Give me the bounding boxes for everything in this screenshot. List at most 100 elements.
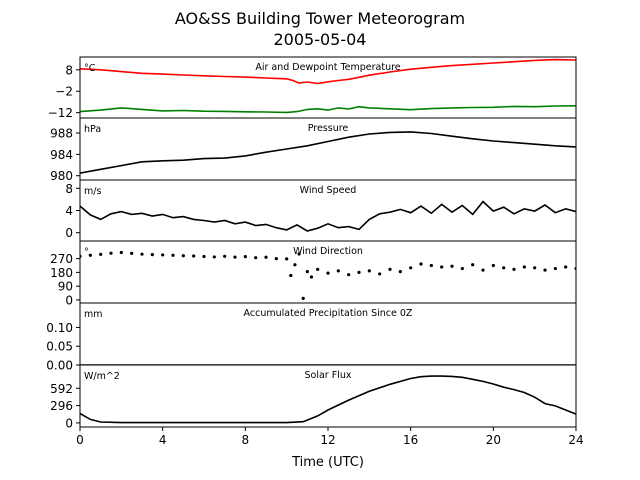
panel-4-point-20 xyxy=(285,257,289,261)
panel-4-point-5 xyxy=(130,251,134,255)
panel-4-point-43 xyxy=(481,268,485,272)
figure-title-line2: 2005-05-04 xyxy=(274,30,367,49)
panel-4-point-25 xyxy=(305,270,309,274)
panel-4-point-40 xyxy=(450,264,454,268)
panel-4-point-11 xyxy=(192,254,196,258)
panel-4-point-31 xyxy=(357,270,361,274)
panel-4-point-37 xyxy=(419,262,423,266)
panel-6-unit-label: W/m^2 xyxy=(84,371,120,382)
panel-3-unit-label: m/s xyxy=(84,186,101,197)
panel-4-point-35 xyxy=(398,270,402,274)
panel-4-point-2 xyxy=(99,252,103,256)
panel-4-point-41 xyxy=(460,266,464,271)
panel-3-series-line-1 xyxy=(80,200,576,232)
panel-6-ytick-label-2: 0 xyxy=(65,416,73,430)
panel-2-title: Pressure xyxy=(308,123,349,134)
panel-5-title: Accumulated Precipitation Since 0Z xyxy=(244,308,413,319)
panel-4-point-27 xyxy=(316,267,320,271)
panel-4-ytick-label-0: 270 xyxy=(50,252,73,266)
panel-4-point-45 xyxy=(502,266,506,270)
panel-1: 8 −2 −12 °C Air and Dewpoint Temperature xyxy=(48,56,577,120)
figure-title-line1: AO&SS Building Tower Meteorogram xyxy=(175,9,465,28)
panel-4-point-7 xyxy=(150,253,154,257)
panel-4-point-26 xyxy=(309,275,314,279)
panel-6: 592 296 0 W/m^2 Solar Flux xyxy=(50,364,577,431)
panel-2-ytick-label-1: 984 xyxy=(50,148,73,162)
panel-4-ytick-label-1: 180 xyxy=(50,266,73,280)
panel-4-point-48 xyxy=(533,266,537,270)
panel-4-point-33 xyxy=(378,272,382,276)
panel-4-point-29 xyxy=(336,269,340,273)
panel-6-series-line-1 xyxy=(80,375,576,424)
panel-3-ytick-label-1: 4 xyxy=(65,204,73,218)
panel-1-series-line-2 xyxy=(80,105,576,114)
panel-2-series-line-1 xyxy=(80,131,576,174)
panel-4-point-22 xyxy=(293,263,297,267)
panel-1-ytick-label-2: −12 xyxy=(48,106,73,120)
panel-4-point-16 xyxy=(243,255,247,259)
panel-3-data xyxy=(80,200,576,232)
panel-4-title: Wind Direction xyxy=(293,246,363,257)
x-tick-label-3: 12 xyxy=(320,433,335,447)
panel-4-point-24 xyxy=(301,296,305,301)
panel-4-point-4 xyxy=(119,250,123,255)
panel-1-ytick-label-1: −2 xyxy=(55,85,73,99)
panel-5-ytick-label-1: 0.05 xyxy=(46,340,73,354)
panel-6-title: Solar Flux xyxy=(305,370,352,381)
panel-4-point-6 xyxy=(140,252,144,256)
panel-4-point-50 xyxy=(553,266,557,271)
panel-3-ytick-label-2: 0 xyxy=(65,226,73,240)
panel-4-point-28 xyxy=(326,271,330,275)
panel-2-data xyxy=(80,131,576,174)
x-tick-label-0: 0 xyxy=(76,433,84,447)
panel-4-point-14 xyxy=(223,254,227,258)
panel-4-point-19 xyxy=(274,257,278,261)
panel-4-point-18 xyxy=(264,255,268,259)
panel-4-point-12 xyxy=(202,254,206,259)
panel-4-point-42 xyxy=(471,263,475,267)
x-tick-label-4: 16 xyxy=(403,433,418,447)
panel-4-unit-label: ° xyxy=(84,247,89,258)
panels-group: 8−2−12°C Air and Dewpoint Temperature9889… xyxy=(46,56,577,431)
panel-2-unit-label: hPa xyxy=(84,124,101,135)
panel-1-series-line-1 xyxy=(80,58,576,85)
panel-3: 8 4 0 m/s Wind Speed xyxy=(65,179,577,242)
panel-4-point-23 xyxy=(297,252,301,256)
panel-4-point-15 xyxy=(233,255,237,259)
panel-5-ytick-label-0: 0.10 xyxy=(46,321,73,335)
x-axis-label: Time (UTC) xyxy=(291,455,364,470)
panel-4-ytick-label-3: 0 xyxy=(65,293,73,307)
panel-5-unit-label: mm xyxy=(84,309,103,320)
panel-4-point-3 xyxy=(109,251,113,255)
panel-6-ytick-label-0: 592 xyxy=(50,382,73,396)
panel-1-title: Air and Dewpoint Temperature xyxy=(255,62,400,73)
panel-1-unit-label: °C xyxy=(84,63,96,74)
panel-4-point-8 xyxy=(161,253,165,257)
panel-3-title: Wind Speed xyxy=(300,185,357,196)
panel-4-data xyxy=(80,250,576,301)
panel-3-ytick-label-0: 8 xyxy=(65,182,73,196)
x-axis: 0 4 8 12 16 20 24 xyxy=(76,433,583,447)
panel-5: 0.10 0.05 0.00 mm Accumulated Precipitation … xyxy=(46,302,577,373)
panel-4-point-30 xyxy=(347,273,351,277)
panel-4-point-21 xyxy=(289,273,293,278)
panel-4-point-49 xyxy=(543,268,547,272)
panel-4-point-47 xyxy=(522,265,526,269)
panel-4-point-1 xyxy=(88,253,92,257)
panel-1-data xyxy=(80,58,576,114)
panel-2-ytick-label-2: 980 xyxy=(50,169,73,183)
panel-4-point-44 xyxy=(491,263,495,268)
x-tick-label-5: 20 xyxy=(486,433,501,447)
panel-4-point-32 xyxy=(367,269,371,273)
x-tick-label-6: 24 xyxy=(568,433,583,447)
panel-6-ytick-label-1: 296 xyxy=(50,399,73,413)
panel-4-point-17 xyxy=(254,256,258,260)
panel-4-point-36 xyxy=(409,266,413,270)
panel-4-point-13 xyxy=(212,255,216,259)
panel-4-point-46 xyxy=(512,267,516,271)
panel-5-ytick-label-2: 0.00 xyxy=(46,359,73,373)
panel-4-point-9 xyxy=(171,253,175,257)
panel-2: 988 984 980 hPa Pressure xyxy=(50,117,577,183)
